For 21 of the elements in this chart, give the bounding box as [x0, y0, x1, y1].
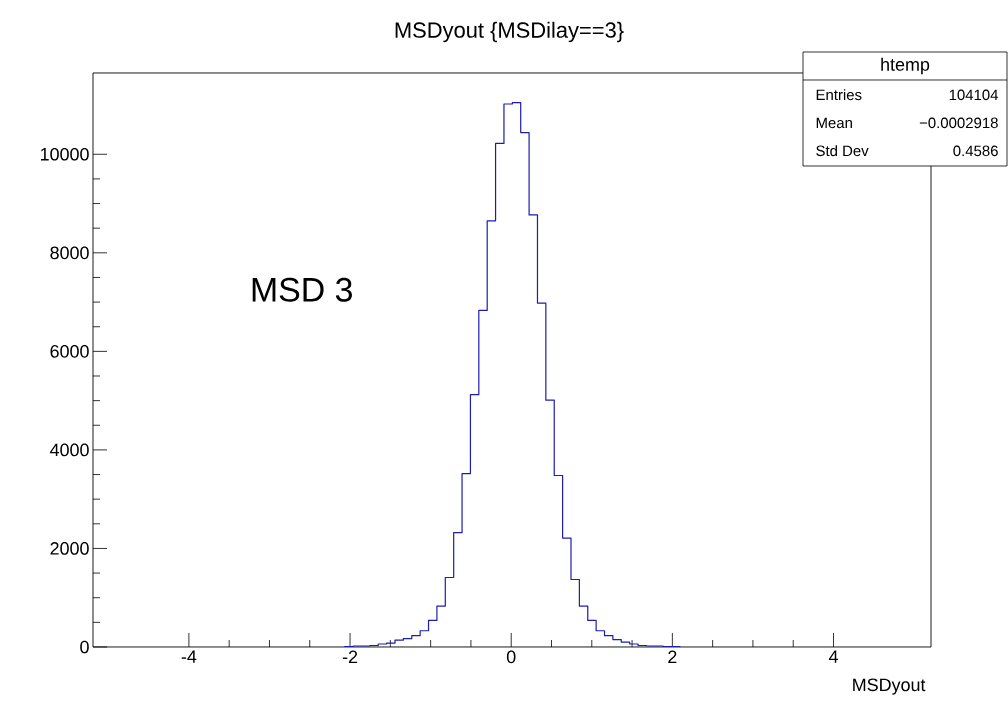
y-tick-label: 2000	[50, 542, 89, 555]
text: 104104	[949, 89, 999, 101]
annotation: Entries	[816, 89, 862, 101]
y-tick-label: 0	[80, 640, 89, 654]
x-tick-label: 0	[506, 650, 516, 664]
annotation: −0.0002918	[919, 117, 998, 129]
y-tick-label: 10000	[40, 147, 89, 161]
x-tick-label: 2	[668, 650, 677, 664]
x-tick-label: 4	[828, 650, 838, 663]
annotation: Std Dev	[816, 145, 869, 157]
y-tick-label: 6000	[50, 345, 89, 358]
x-tick-label: -4	[181, 650, 197, 663]
x-axis-title: MSDyout	[853, 678, 926, 695]
y-tick-label: 4000	[50, 443, 89, 457]
annotation: Mean	[816, 117, 852, 129]
chart-title: MSDyout {MSDilay==3}	[395, 21, 624, 43]
y-tick-label: 8000	[50, 246, 89, 260]
annotation: MSD 3	[252, 277, 352, 302]
x-tick-label: -2	[342, 650, 358, 664]
annotation: htemp	[881, 57, 930, 75]
text: 0.4586	[953, 145, 998, 157]
